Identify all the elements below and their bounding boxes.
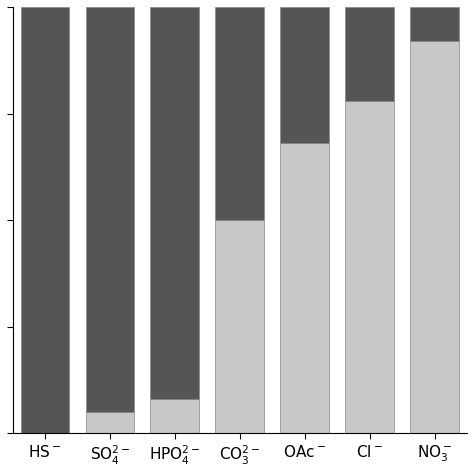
- Bar: [280, 144, 329, 433]
- Bar: [410, 41, 459, 433]
- Bar: [150, 7, 199, 399]
- Bar: [150, 399, 199, 433]
- Bar: [345, 7, 394, 101]
- Bar: [410, 7, 459, 41]
- Bar: [215, 220, 264, 433]
- Bar: [280, 7, 329, 144]
- Bar: [85, 7, 134, 412]
- Bar: [345, 101, 394, 433]
- Bar: [215, 7, 264, 220]
- Bar: [20, 7, 69, 433]
- Bar: [85, 412, 134, 433]
